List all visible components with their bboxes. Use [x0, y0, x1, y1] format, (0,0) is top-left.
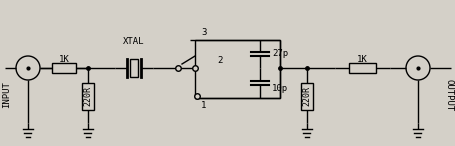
Text: 10p: 10p — [271, 85, 288, 93]
Text: XTAL: XTAL — [123, 37, 144, 46]
Bar — [300, 83, 312, 110]
Text: 1K: 1K — [59, 55, 69, 65]
Text: 220R: 220R — [302, 86, 311, 106]
Bar — [52, 63, 76, 73]
Text: 2: 2 — [217, 56, 222, 65]
Text: 1K: 1K — [356, 55, 367, 65]
Text: 27p: 27p — [271, 49, 288, 59]
Bar — [348, 63, 375, 73]
Text: 1: 1 — [201, 101, 206, 110]
Bar — [82, 83, 94, 110]
Text: 3: 3 — [201, 28, 206, 37]
Text: OUTPUT: OUTPUT — [444, 79, 453, 111]
Bar — [130, 59, 138, 77]
Text: 220R: 220R — [83, 86, 92, 106]
Text: INPUT: INPUT — [2, 82, 11, 108]
Bar — [195, 40, 279, 98]
